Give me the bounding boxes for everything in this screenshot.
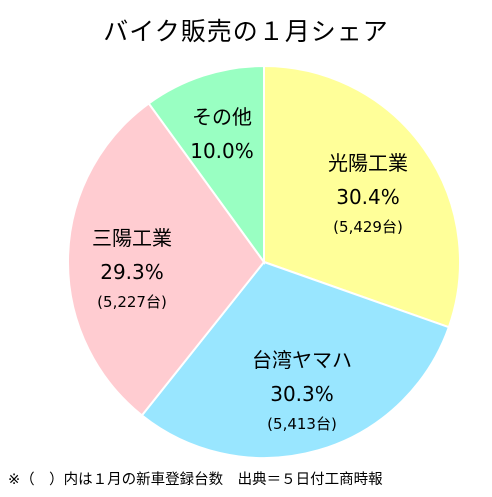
- slice-percent-sanyang: 29.3%: [100, 260, 164, 284]
- slice-label-kwang-yang: 光陽工業: [328, 151, 408, 175]
- pie-slice-sanyang: [66, 102, 266, 417]
- slice-count-kwang-yang: (5,429台): [333, 218, 403, 236]
- pie-slice-taiwan-yamaha: [140, 260, 451, 459]
- slice-count-taiwan-yamaha: (5,413台): [267, 415, 337, 433]
- slice-label-sanyang: 三陽工業: [92, 226, 172, 250]
- chart-title: バイク販売の１月シェア: [103, 17, 389, 46]
- slice-label-taiwan-yamaha: 台湾ヤマハ: [252, 348, 352, 372]
- slice-percent-kwang-yang: 30.4%: [336, 185, 400, 209]
- pie-slice-other: [147, 64, 265, 266]
- slice-percent-taiwan-yamaha: 30.3%: [270, 382, 334, 406]
- pie-slice-kwang-yang: [263, 64, 461, 329]
- source-footnote: ※（ ）内は１月の新車登録台数 出典＝５日付工商時報: [8, 472, 383, 488]
- pie-slices: [66, 64, 461, 459]
- slice-count-sanyang: (5,227台): [97, 293, 167, 311]
- pie-labels: 光陽工業 30.4% (5,429台) 台湾ヤマハ 30.3% (5,413台) 三陽工業 2…: [92, 105, 408, 433]
- slice-percent-other: 10.0%: [190, 139, 254, 163]
- slice-label-other: その他: [192, 105, 252, 129]
